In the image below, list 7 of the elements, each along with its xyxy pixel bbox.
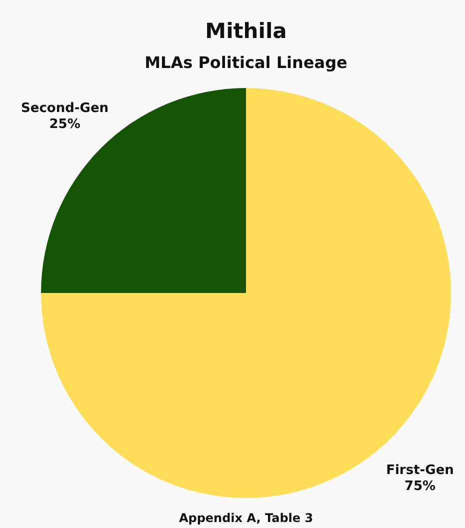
chart-title: Mithila: [205, 19, 287, 43]
data-label: 75%: [404, 479, 436, 494]
slice-label: First-Gen: [386, 463, 454, 478]
chart-subtitle: MLAs Political Lineage: [144, 53, 348, 72]
text: Appendix A, Table 3: [178, 511, 314, 525]
data-label: 25%: [49, 116, 80, 132]
slice-label: Second-Gen: [21, 100, 109, 116]
